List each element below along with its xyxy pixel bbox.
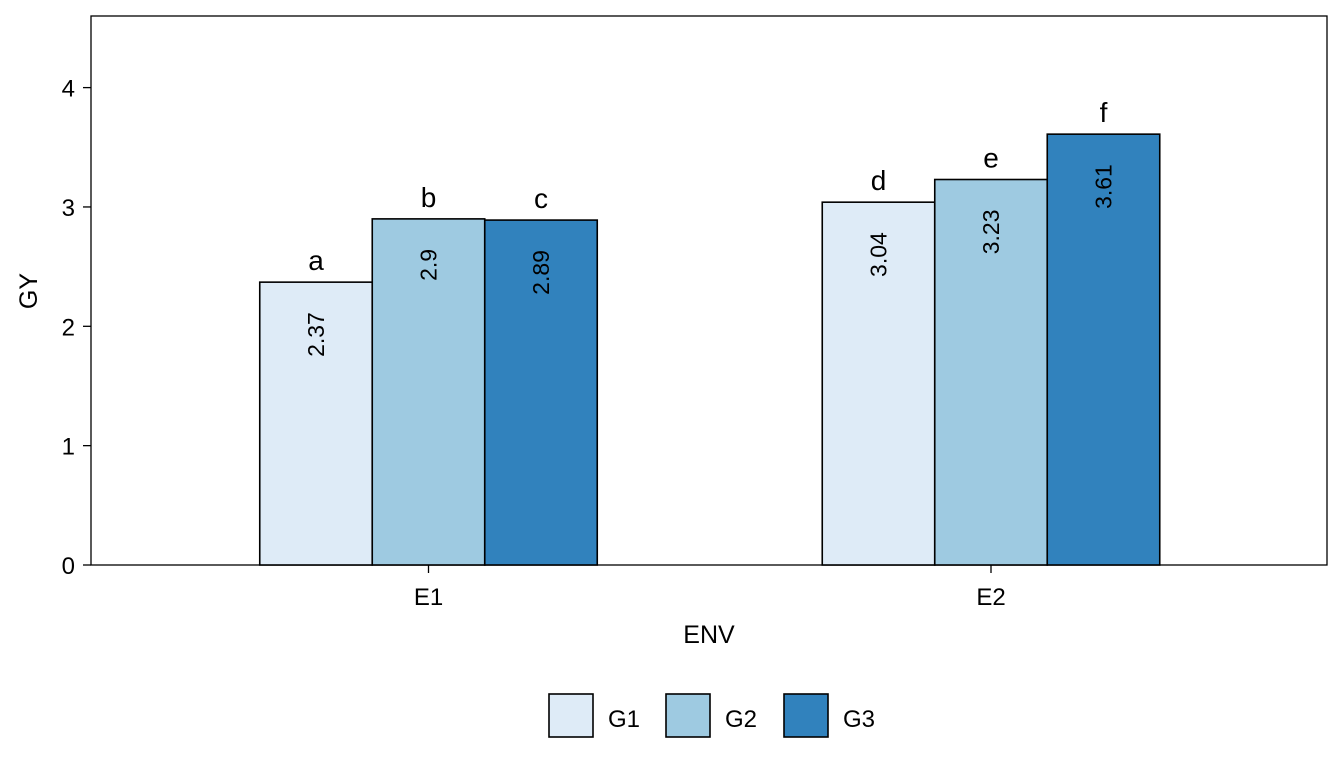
bar-value-label: 3.61 — [1091, 164, 1117, 209]
bar-value-label: 2.89 — [528, 250, 554, 295]
y-tick-label: 3 — [62, 195, 75, 222]
legend-label: G1 — [608, 706, 640, 733]
y-tick-label: 2 — [62, 314, 75, 341]
bar — [483, 219, 599, 566]
bar-value-label: 2.9 — [416, 249, 442, 281]
bar — [258, 281, 374, 566]
y-tick-label: 4 — [62, 76, 75, 103]
bar-value-label: 2.37 — [303, 312, 329, 357]
group-letters: a b c d e f — [308, 97, 1107, 276]
bars — [258, 133, 1161, 566]
x-tick-label: E2 — [976, 584, 1005, 611]
bar-value-label: 3.04 — [866, 232, 892, 277]
significance-letter: c — [534, 183, 548, 214]
x-axis-title: ENV — [683, 621, 735, 649]
significance-letter: a — [308, 245, 324, 276]
legend-key — [665, 693, 711, 738]
x-tick-label: E1 — [414, 584, 443, 611]
legend-key — [548, 693, 594, 738]
x-axis: E1 E2 — [414, 565, 1006, 611]
plot-panel-border — [90, 15, 1328, 566]
bar — [1046, 133, 1161, 566]
significance-letter: b — [421, 182, 437, 213]
y-tick-label: 1 — [62, 434, 75, 461]
bar — [933, 178, 1049, 566]
significance-letter: e — [983, 143, 999, 174]
bar — [371, 218, 486, 566]
significance-letter: d — [871, 165, 887, 196]
bar-value-label: 3.23 — [978, 210, 1004, 255]
significance-letter: f — [1100, 97, 1108, 128]
y-tick-label: 0 — [62, 553, 75, 580]
legend-key — [783, 693, 829, 738]
bar — [821, 201, 936, 566]
legend-label: G2 — [725, 706, 757, 733]
y-axis: 0 1 2 3 4 — [62, 76, 91, 580]
value-labels: 2.37 2.9 2.89 3.04 3.23 3.61 — [303, 164, 1117, 357]
legend-label: G3 — [843, 706, 875, 733]
legend: G1 G2 G3 — [548, 693, 875, 738]
y-axis-title: GY — [15, 273, 43, 309]
